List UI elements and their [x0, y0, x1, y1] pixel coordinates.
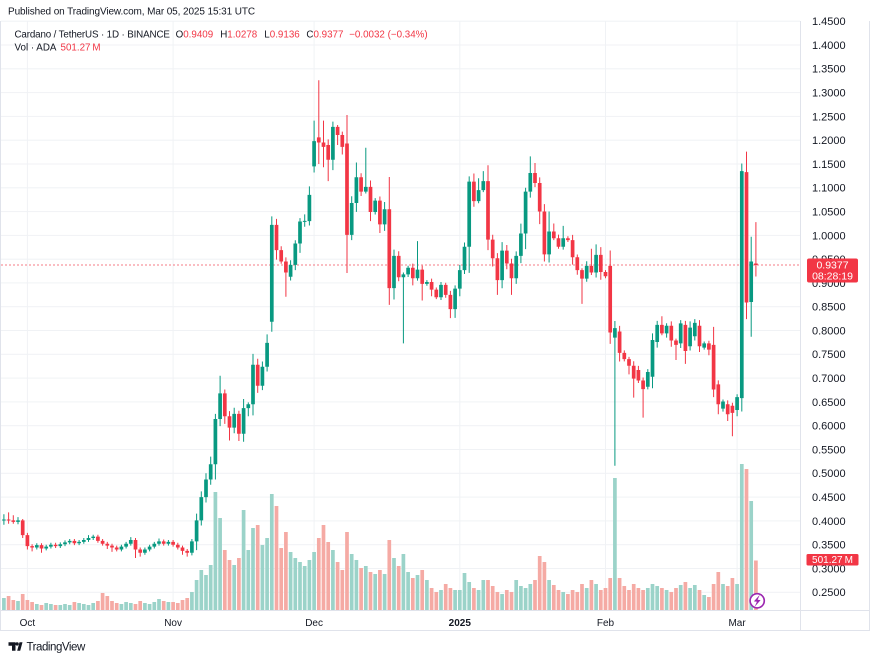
- svg-text:1.4000: 1.4000: [812, 40, 846, 52]
- svg-text:Dec: Dec: [305, 618, 323, 629]
- svg-text:C0.9377: C0.9377: [306, 30, 343, 41]
- svg-text:Feb: Feb: [597, 618, 615, 629]
- svg-text:O0.9409: O0.9409: [176, 30, 214, 41]
- svg-text:Cardano / TetherUS · 1D · BINA: Cardano / TetherUS · 1D · BINANCE: [15, 30, 171, 41]
- svg-text:1.1000: 1.1000: [812, 183, 846, 195]
- svg-text:−0.0032 (−0.34%): −0.0032 (−0.34%): [349, 30, 427, 41]
- svg-text:0.3000: 0.3000: [812, 563, 846, 575]
- svg-text:1.0000: 1.0000: [812, 230, 846, 242]
- svg-text:08:28:19: 08:28:19: [812, 271, 853, 283]
- svg-text:501.27 M: 501.27 M: [812, 555, 853, 566]
- svg-text:1.2500: 1.2500: [812, 111, 846, 123]
- svg-text:Published on TradingView.com,: Published on TradingView.com, Mar 05, 20…: [8, 7, 255, 18]
- svg-text:0.7500: 0.7500: [812, 349, 846, 361]
- svg-text:1.3000: 1.3000: [812, 88, 846, 100]
- svg-text:Mar: Mar: [728, 618, 746, 629]
- svg-text:0.6000: 0.6000: [812, 421, 846, 433]
- svg-text:0.4500: 0.4500: [812, 492, 846, 504]
- svg-text:0.8000: 0.8000: [812, 325, 846, 337]
- svg-text:0.9377: 0.9377: [816, 260, 848, 272]
- svg-text:1.4500: 1.4500: [812, 16, 846, 28]
- svg-text:1.3500: 1.3500: [812, 64, 846, 76]
- svg-text:0.8500: 0.8500: [812, 302, 846, 314]
- svg-text:0.5500: 0.5500: [812, 444, 846, 456]
- svg-text:1.1500: 1.1500: [812, 159, 846, 171]
- svg-text:Oct: Oct: [20, 618, 36, 629]
- svg-text:1.2000: 1.2000: [812, 135, 846, 147]
- svg-text:0.2500: 0.2500: [812, 587, 846, 599]
- svg-text:L0.9136: L0.9136: [264, 30, 300, 41]
- svg-text:1.0500: 1.0500: [812, 207, 846, 219]
- svg-text:0.6500: 0.6500: [812, 397, 846, 409]
- svg-text:0.3500: 0.3500: [812, 540, 846, 552]
- svg-text:Vol · ADA: Vol · ADA: [15, 43, 57, 54]
- svg-text:0.5000: 0.5000: [812, 468, 846, 480]
- svg-text:501.27 M: 501.27 M: [61, 43, 101, 54]
- svg-text:H1.0278: H1.0278: [220, 30, 258, 41]
- svg-text:TradingView: TradingView: [27, 642, 86, 654]
- svg-text:Nov: Nov: [164, 618, 182, 629]
- svg-text:2025: 2025: [449, 618, 472, 629]
- svg-text:0.7000: 0.7000: [812, 373, 846, 385]
- svg-text:0.4000: 0.4000: [812, 516, 846, 528]
